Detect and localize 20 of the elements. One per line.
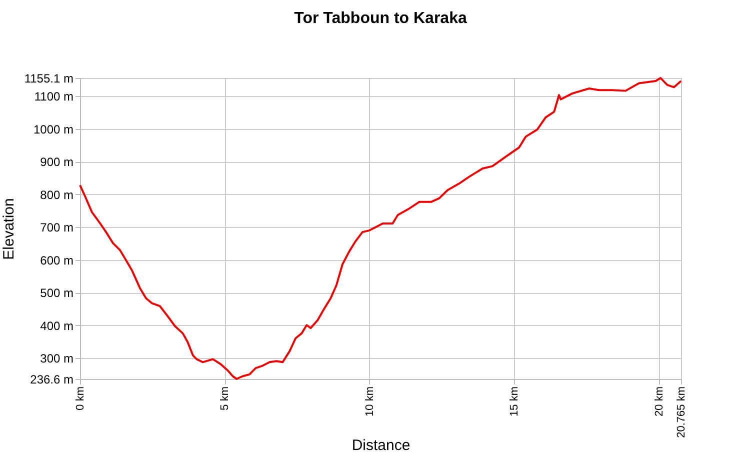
chart-title: Tor Tabboun to Karaka [294,10,467,27]
y-tick-label: 400 m [40,318,74,333]
y-axis-title: Elevation [0,198,18,260]
y-tick-label: 900 m [40,155,74,170]
y-tick-label: 1100 m [34,90,74,104]
y-tick-label: 500 m [40,286,74,300]
y-tick-label: 1000 m [33,122,74,136]
x-tick-label: 0 km [74,386,86,410]
x-tick-label: 20 km [653,386,666,416]
x-tick-label: 5 km [219,386,232,410]
y-tick-label: 600 m [40,253,74,268]
x-tick-label: 15 km [508,386,521,416]
y-tick-label: 700 m [40,220,74,235]
y-tick-label: 300 m [40,352,74,366]
y-tick-label: 236.6 m [30,372,74,386]
y-tick-label: 800 m [40,188,74,202]
x-tick-label: 20.765 km [676,386,688,438]
x-axis-title: Distance [352,436,410,454]
x-tick-label: 10 km [364,386,376,416]
y-tick-label: 1155.1 m [24,72,74,86]
